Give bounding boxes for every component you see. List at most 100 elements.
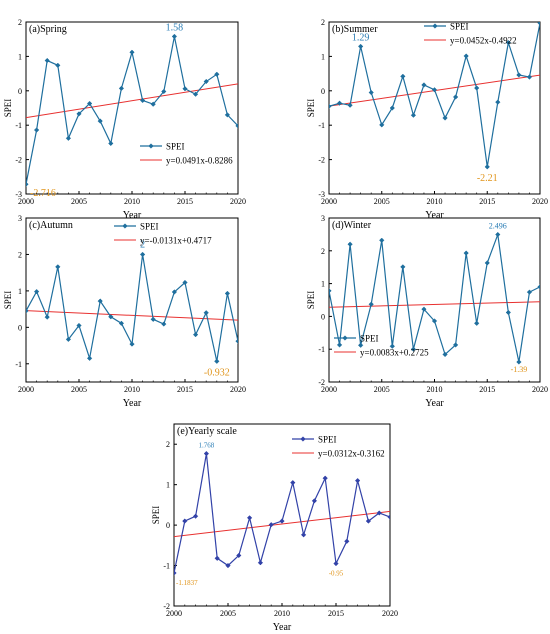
- data-point: [322, 475, 328, 481]
- data-point: [410, 112, 417, 118]
- data-point: [224, 112, 231, 118]
- panel-winter: (d)Winter 2000 2005 2010 2015 2020 -2 -1 0 1 2 3 Yea…: [306, 214, 548, 409]
- data-point: [376, 510, 382, 516]
- data-point: [182, 279, 188, 286]
- legend: SPEI y=0.0452x-0.4922: [424, 22, 517, 46]
- y-tick-label: 0: [321, 87, 325, 96]
- panel-autumn: (c)Autumn 2000 2005 2010 2015 2020 -1 0 1 2 3 Year S…: [3, 214, 246, 409]
- data-point: [214, 71, 220, 77]
- annotation-min: -2.21: [477, 173, 498, 184]
- data-point: [108, 314, 114, 320]
- y-tick-label: 1: [321, 52, 325, 61]
- legend-series-marker: [432, 23, 438, 29]
- data-point: [442, 115, 448, 121]
- data-point: [161, 321, 167, 327]
- data-point: [86, 100, 93, 107]
- y-tick-label: -1: [15, 121, 22, 130]
- y-tick-label: -3: [15, 190, 22, 199]
- data-point: [203, 450, 210, 457]
- data-point: [55, 62, 61, 68]
- data-point: [26, 308, 29, 314]
- y-tick-label: 3: [321, 214, 325, 223]
- legend: SPEI y=0.0312x-0.3162: [292, 435, 385, 459]
- legend-series-label: SPEI: [140, 222, 159, 232]
- data-point: [452, 342, 459, 348]
- annotation-min: -2.716: [30, 188, 56, 199]
- data-point: [379, 237, 385, 243]
- data-point: [279, 518, 285, 524]
- y-tick-label: 3: [18, 214, 22, 223]
- data-point: [344, 538, 350, 544]
- data-point: [139, 251, 146, 258]
- data-point: [463, 53, 469, 59]
- x-axis-label: Year: [123, 210, 142, 221]
- data-point: [214, 555, 220, 561]
- annotation-min: -1.1837: [176, 579, 198, 587]
- data-point: [65, 336, 72, 343]
- legend-series-label: SPEI: [166, 142, 185, 152]
- x-tick-label: 2010: [124, 385, 140, 394]
- y-tick-label: -2: [15, 156, 22, 165]
- x-tick-label: 2010: [274, 609, 290, 618]
- data-point: [368, 89, 374, 96]
- data-point: [537, 22, 540, 26]
- data-point: [150, 316, 156, 322]
- data-layer: [26, 33, 238, 187]
- data-point: [365, 518, 372, 524]
- data-point: [516, 72, 522, 78]
- x-tick-label: 2020: [382, 609, 398, 618]
- data-point: [336, 342, 343, 348]
- data-point: [347, 102, 353, 108]
- series-line: [174, 453, 390, 574]
- data-point: [76, 322, 82, 329]
- data-point: [333, 560, 339, 567]
- legend-series-label: SPEI: [450, 22, 469, 32]
- y-tick-label: 2: [321, 247, 325, 256]
- annotation-max: 1.29: [352, 32, 370, 43]
- annotation-min: -1.39: [511, 365, 528, 374]
- data-point: [311, 498, 318, 504]
- data-point: [118, 320, 125, 326]
- data-point: [474, 320, 480, 326]
- data-point: [139, 97, 146, 104]
- annotation-max: 2: [140, 239, 145, 250]
- trend-line: [26, 310, 238, 321]
- annotation-max: 2.496: [489, 222, 507, 231]
- data-point: [400, 264, 406, 270]
- panel-summer: (b)Summer 2000 2005 2010 2015 2020 -3 -2 -1 0 1 2 Ye…: [306, 18, 548, 221]
- data-point: [290, 479, 296, 486]
- y-tick-label: 1: [18, 287, 22, 296]
- data-point: [357, 342, 364, 348]
- data-point: [171, 289, 178, 295]
- panel-title: (c)Autumn: [29, 220, 73, 231]
- data-point: [129, 341, 135, 347]
- data-point: [389, 343, 395, 349]
- y-tick-label: -1: [15, 360, 22, 369]
- data-point: [495, 99, 501, 105]
- y-tick-label: 2: [18, 18, 22, 27]
- x-tick-label: 2020: [532, 385, 548, 394]
- data-point: [387, 514, 390, 520]
- panel-title: (a)Spring: [29, 24, 67, 35]
- y-tick-label: -1: [163, 562, 170, 571]
- x-tick-label: 2020: [532, 197, 548, 206]
- data-point: [329, 288, 332, 294]
- data-point: [182, 518, 188, 524]
- y-axis-label: SPEI: [306, 99, 316, 118]
- data-point: [214, 358, 220, 364]
- trend-line: [26, 83, 238, 119]
- y-tick-label: 0: [321, 312, 325, 321]
- y-axis-label: SPEI: [151, 506, 161, 525]
- data-point: [192, 513, 199, 519]
- annotation-min: -0.932: [204, 367, 230, 378]
- x-tick-label: 2015: [177, 197, 193, 206]
- data-point: [235, 123, 238, 129]
- data-point: [516, 359, 522, 365]
- legend-trend-label: y=0.0491x-0.8286: [166, 156, 233, 166]
- x-tick-label: 2015: [328, 609, 344, 618]
- data-point: [354, 477, 361, 484]
- annotation-min: -0.95: [329, 570, 344, 578]
- panel-yearly: (e)Yearly scale 2000 2005 2010 2015 2020 -2 -1 0…: [151, 423, 398, 633]
- trend-line: [329, 301, 540, 308]
- x-tick-label: 2000: [18, 385, 34, 394]
